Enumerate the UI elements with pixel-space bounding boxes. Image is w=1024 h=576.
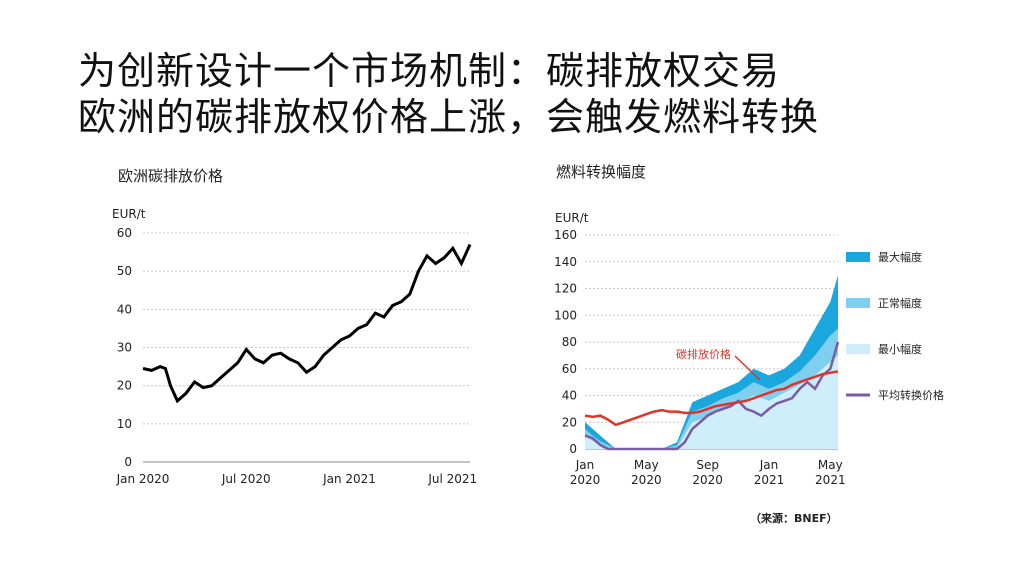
chart1-ytick-label: 60 xyxy=(117,226,132,240)
legend-label: 最小幅度 xyxy=(878,342,922,356)
chart1-ytick-label: 0 xyxy=(124,455,132,469)
chart1-xtick-label: Jul 2021 xyxy=(427,472,477,486)
chart2-xtick-label: May 2020 xyxy=(631,458,662,487)
chart1-unit: EUR/t xyxy=(112,207,146,221)
chart1-ytick-label: 40 xyxy=(117,302,132,316)
chart1-grid xyxy=(143,232,470,463)
chart1-xtick-label: Jan 2021 xyxy=(322,472,376,486)
chart1-ticks: 0 10 20 30 40 50 60 Jan 2020 Jul 2020 Jan 2021 Jul… xyxy=(116,226,478,486)
carbon-price-annotation-arrow xyxy=(734,355,761,381)
series-band-min xyxy=(585,355,838,449)
chart2-series xyxy=(584,275,840,451)
avg-switch-price-line xyxy=(584,341,840,451)
legend-label: 最大幅度 xyxy=(878,250,922,264)
chart2-xtick-label: Jan 2021 xyxy=(754,458,785,487)
chart2-ytick-label: 140 xyxy=(554,255,577,269)
carbon-price-annotation: 碳排放价格 xyxy=(676,347,731,361)
legend-swatch-band-min xyxy=(846,344,870,354)
chart2-ytick-label: 80 xyxy=(562,335,577,349)
legend-label: 平均转换价格 xyxy=(878,388,944,402)
chart2-unit: EUR/t xyxy=(555,211,589,225)
chart2-xtick-label: May 2021 xyxy=(815,458,846,487)
chart2-ticks: 0 20 40 60 80 100 120 140 160 Jan 2020 May 2020 Sep 20… xyxy=(554,228,846,487)
slide-title-line2: 欧洲的碳排放权价格上涨，会触发燃料转换 xyxy=(78,95,820,139)
chart2-ytick-label: 120 xyxy=(554,282,577,296)
chart2-ytick-label: 0 xyxy=(569,442,577,456)
chart2-ytick-label: 100 xyxy=(554,308,577,322)
legend-swatch-band-max xyxy=(846,252,870,262)
carbon-price-line xyxy=(584,370,839,427)
chart1-ytick-label: 30 xyxy=(117,341,132,355)
legend-swatch-band-normal xyxy=(846,298,870,308)
chart1-xtick-label: Jul 2020 xyxy=(221,472,271,486)
source-note: （来源：BNEF） xyxy=(750,512,838,525)
chart2-xtick-label: Sep 2020 xyxy=(692,458,723,487)
chart1-ytick-label: 10 xyxy=(117,417,132,431)
chart1-ytick-label: 20 xyxy=(117,379,132,393)
chart2-xtick-label: Jan 2020 xyxy=(570,458,601,487)
legend-label: 正常幅度 xyxy=(878,296,922,310)
chart1-ytick-label: 50 xyxy=(117,264,132,278)
chart2-ytick-label: 40 xyxy=(562,389,577,403)
chart2-title: 燃料转换幅度 xyxy=(556,163,646,181)
chart1-price-line xyxy=(142,243,472,404)
chart1-title: 欧洲碳排放价格 xyxy=(118,167,223,185)
chart2-ytick-label: 60 xyxy=(562,362,577,376)
slide-title-line1: 为创新设计一个市场机制：碳排放权交易 xyxy=(78,49,781,93)
chart1-xtick-label: Jan 2020 xyxy=(116,472,170,486)
chart2-ytick-label: 160 xyxy=(554,228,577,242)
chart2-ytick-label: 20 xyxy=(562,415,577,429)
